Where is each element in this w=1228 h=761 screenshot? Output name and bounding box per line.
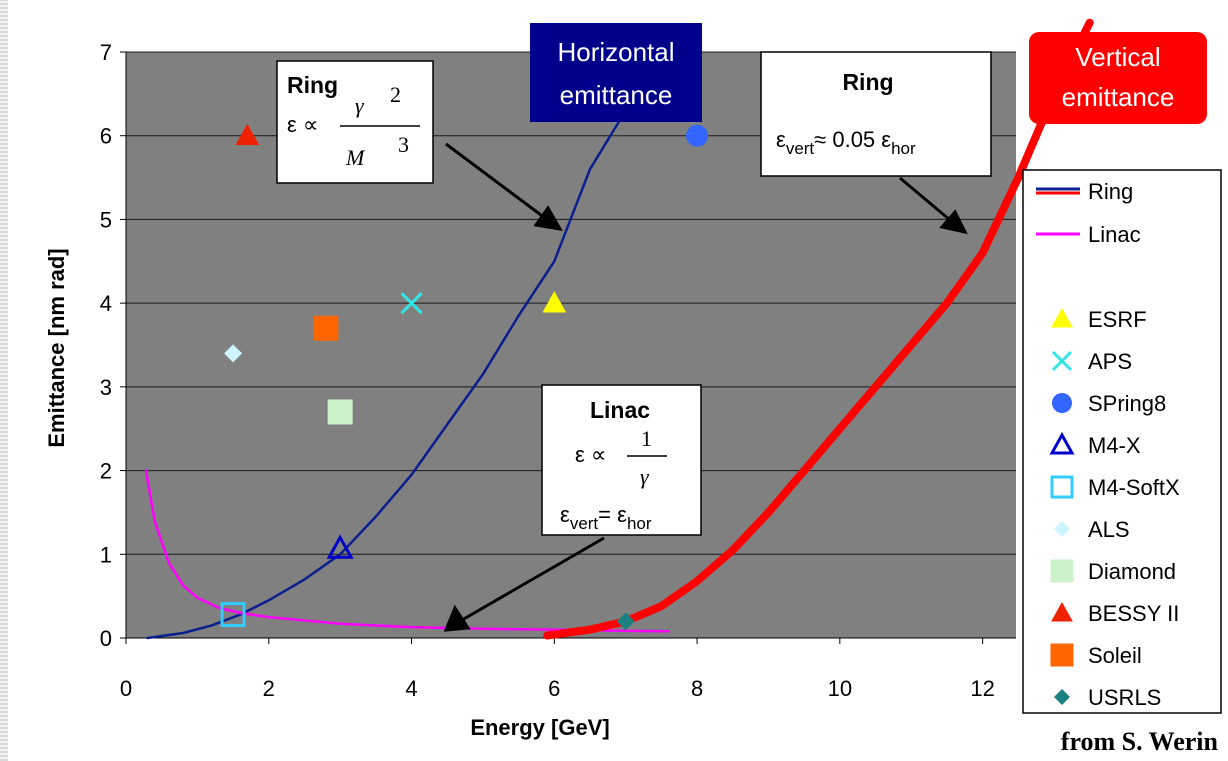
x-tick-label: 2 — [263, 676, 275, 701]
esrf-marker — [542, 291, 567, 313]
legend-label: BESSY II — [1088, 601, 1179, 626]
y-tick-label: 3 — [100, 375, 112, 400]
ring-formula-denominator: M — [345, 145, 366, 170]
ring-vertical-title: Ring — [842, 69, 893, 95]
page-edge-strip — [0, 0, 8, 761]
legend-label: Soleil — [1088, 643, 1142, 668]
legend-item-esrf: ESRF — [1051, 307, 1147, 332]
legend-label: ALS — [1088, 517, 1130, 542]
annotation-arrows — [443, 142, 968, 632]
als-marker — [224, 344, 243, 363]
vertical-callout-line2: emittance — [1062, 82, 1175, 112]
horizontal-callout-line1: Horizontal — [557, 37, 674, 67]
x-tick-label: 8 — [691, 676, 703, 701]
y-tick-label: 2 — [100, 459, 112, 484]
legend-item-linac: Linac — [1036, 222, 1141, 247]
y-tick-label: 6 — [100, 124, 112, 149]
ring-formula-numerator: γ — [355, 93, 365, 118]
legend-item-spring8: SPring8 — [1052, 391, 1166, 416]
horizontal-callout-line2: emittance — [560, 80, 673, 110]
legend-swatch — [1049, 431, 1075, 455]
x-tick-label: 10 — [828, 676, 852, 701]
m4-softx-marker — [220, 602, 246, 628]
legend-swatch — [1054, 521, 1070, 537]
arrow-ring-vertical — [899, 176, 951, 222]
x-tick-label: 12 — [970, 676, 994, 701]
legend-item-m4-softx: M4-SoftX — [1050, 475, 1180, 500]
ring-formula-den-exp: 3 — [398, 132, 409, 157]
legend-swatch — [1050, 559, 1074, 583]
linac-box-title: Linac — [590, 397, 650, 423]
legend-item-ring: Ring — [1036, 179, 1133, 204]
legend-item-usrls: USRLS — [1054, 685, 1161, 710]
ring-vertical-box: Ring εvert≈ 0.05 εhor — [760, 51, 992, 177]
vertical-emittance-line — [543, 18, 1094, 640]
legend-label: Linac — [1088, 222, 1141, 247]
legend-item-als: ALS — [1054, 517, 1130, 542]
legend-swatch — [1051, 307, 1073, 328]
arrow-linac — [461, 536, 605, 622]
legend-item-soleil: Soleil — [1050, 643, 1142, 668]
aps-marker — [400, 292, 423, 315]
linac-box-denominator: γ — [640, 464, 650, 489]
y-tick-label: 1 — [100, 542, 112, 567]
legend-label: M4-SoftX — [1088, 475, 1180, 500]
y-tick-label: 0 — [100, 626, 112, 651]
y-tick-label: 7 — [100, 40, 112, 65]
legend-label: APS — [1088, 349, 1132, 374]
vertical-callout-line1: Vertical — [1075, 42, 1160, 72]
legend-label: ESRF — [1088, 307, 1147, 332]
m4-x-marker — [326, 534, 354, 559]
ring-vertical-formula: εvert≈ 0.05 εhor — [776, 127, 916, 158]
legend-label: USRLS — [1088, 685, 1161, 710]
arrow-ring-formula — [445, 142, 546, 220]
arrowhead-linac — [443, 604, 471, 632]
legend-item-aps: APS — [1051, 349, 1132, 374]
x-tick-label: 0 — [120, 676, 132, 701]
legend-swatch — [1054, 689, 1070, 705]
credit-text: from S. Werin — [1060, 727, 1218, 756]
legend-item-diamond: Diamond — [1050, 559, 1176, 584]
legend-label: M4-X — [1088, 433, 1141, 458]
legend-swatch — [1051, 350, 1073, 372]
series-markers — [220, 123, 709, 631]
x-axis-title: Energy [GeV] — [470, 715, 609, 740]
legend-swatch — [1052, 393, 1072, 413]
vertical-emittance-callout: Vertical emittance — [1029, 32, 1207, 124]
spring8-marker — [686, 124, 709, 147]
horizontal-emittance-callout: Horizontal emittance — [530, 23, 702, 122]
ring-formula-title: Ring — [287, 72, 338, 98]
linac-box-equality: εvert= εhor — [560, 502, 652, 533]
legend-label: Diamond — [1088, 559, 1176, 584]
legend-item-m4-x: M4-X — [1049, 431, 1141, 458]
legend-swatch — [1051, 601, 1073, 622]
linac-box-numerator: 1 — [641, 426, 652, 451]
legend: Ring Linac ESRF APS SPring8 M4-X M4-SoftX ALS Di… — [1022, 169, 1222, 714]
legend-item-bessy-ii: BESSY II — [1051, 601, 1179, 626]
linac-line — [144, 469, 670, 633]
legend-label: Ring — [1088, 179, 1133, 204]
ring-formula-num-exp: 2 — [390, 82, 401, 107]
soleil-marker — [313, 315, 339, 341]
legend-swatch — [1050, 475, 1074, 499]
y-tick-labels: 0 1 2 3 4 5 6 7 — [100, 40, 112, 651]
x-tick-label: 4 — [405, 676, 417, 701]
bessy-ii-marker — [235, 123, 260, 146]
arrowhead-ring-formula — [533, 205, 563, 231]
linac-box-eps: ε ∝ — [575, 442, 607, 467]
arrowhead-ring-vertical — [939, 209, 968, 235]
x-tick-labels: 0 2 4 6 8 10 12 — [120, 676, 995, 701]
ring-formula-box: Ring ε ∝ γ 2 M 3 — [276, 60, 434, 184]
usrls-marker — [616, 612, 635, 631]
ring-formula-eps: ε ∝ — [287, 112, 319, 137]
y-tick-label: 5 — [100, 207, 112, 232]
x-tick-label: 6 — [548, 676, 560, 701]
y-tick-label: 4 — [100, 291, 112, 316]
linac-formula-box: Linac ε ∝ 1 γ εvert= εhor — [541, 384, 702, 536]
diamond-marker — [327, 399, 353, 425]
legend-label: SPring8 — [1088, 391, 1166, 416]
y-axis-title: Emittance [nm rad] — [44, 248, 69, 447]
legend-swatch — [1050, 643, 1074, 667]
